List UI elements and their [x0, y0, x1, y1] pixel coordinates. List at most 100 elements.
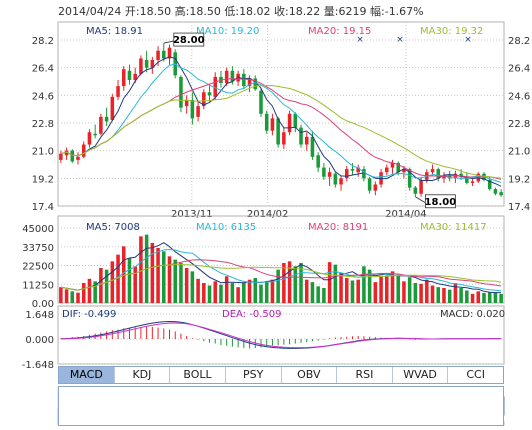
tab-rsi[interactable]: RSI — [337, 367, 393, 383]
volume-bar — [476, 291, 481, 303]
open-label: 开: — [124, 5, 140, 18]
candle-body — [253, 78, 258, 90]
price-tick-left: 24.6 — [32, 91, 54, 102]
low-value: 18.02 — [239, 5, 271, 18]
price-tick-left: 21.0 — [32, 147, 54, 158]
candle-body — [247, 78, 252, 87]
volume-bar — [116, 254, 120, 303]
candle-body — [487, 179, 492, 190]
candle-body — [133, 73, 137, 80]
ma30-line — [60, 84, 502, 179]
volume-bar — [236, 287, 240, 303]
candle-body — [402, 169, 406, 173]
volume-legend-ma20: MA20: 8191 — [308, 222, 368, 233]
candle-body — [499, 192, 503, 196]
high-label: 高: — [174, 5, 190, 18]
macd-legend-macd: MACD: 0.020 — [440, 309, 505, 320]
volume-legend-ma5: MA5: 7008 — [86, 222, 140, 233]
candle-body — [299, 127, 303, 145]
volume-tick: 22500 — [22, 262, 54, 273]
candle-body — [362, 169, 366, 179]
candle-body — [367, 178, 372, 191]
candle-body — [493, 189, 498, 194]
candle-body — [156, 50, 160, 60]
volume-tick: 45000 — [22, 224, 54, 235]
price-legend-ma30: MA30: 19.32 — [420, 26, 483, 37]
price-tick-right: 17.4 — [508, 202, 530, 213]
price-tick-left: 26.4 — [32, 64, 54, 75]
candle-body — [87, 132, 92, 145]
volume-tick: 0.00 — [32, 299, 54, 310]
volume-panel: MA5: 7008 MA10: 6135 MA20: 8191 MA30: 11417 — [59, 222, 503, 303]
tab-obv[interactable]: OBV — [282, 367, 338, 383]
volume-bar — [230, 283, 235, 303]
candle-body — [385, 167, 389, 173]
annotation-box — [173, 32, 205, 47]
volume-bar — [127, 258, 132, 303]
tab-cci[interactable]: CCI — [466, 368, 485, 381]
tab-psy[interactable]: PSY — [226, 367, 282, 383]
volume-bar — [219, 284, 223, 303]
volume-bar — [436, 287, 441, 303]
annotation-pointer — [163, 40, 174, 44]
volume-bar — [162, 251, 166, 303]
candle-body — [293, 113, 298, 128]
tab-macd[interactable]: MACD — [59, 367, 115, 383]
volume-bar — [447, 289, 452, 303]
volume-bar — [327, 262, 332, 303]
candle-body — [356, 167, 360, 173]
event-marker: × — [464, 35, 472, 45]
macd-tick: 0.000 — [25, 335, 54, 346]
volume-bar — [150, 243, 155, 303]
candle-body — [224, 70, 229, 84]
price-tick-left: 17.4 — [32, 202, 54, 213]
volume-bar — [167, 256, 172, 303]
event-marker: × — [356, 35, 364, 45]
candle-body — [419, 179, 423, 194]
volume-bar — [333, 264, 338, 303]
indicator-tabs: MACD KDJ BOLL PSY OBV RSI WVAD CCI — [58, 366, 504, 384]
volume-bar — [179, 263, 183, 303]
volume-bar — [276, 269, 280, 303]
volume-bar — [350, 280, 355, 303]
volume-bar — [247, 279, 252, 303]
volume-bar — [259, 284, 263, 303]
candle-body — [64, 150, 69, 156]
volume-bar — [156, 248, 160, 303]
time-navigator[interactable] — [58, 386, 504, 426]
price-tick-right: 24.6 — [508, 91, 530, 102]
candle-body — [447, 175, 452, 179]
volume-bar — [87, 278, 92, 303]
volume-bar — [207, 285, 212, 303]
volume-bar — [81, 283, 86, 303]
candle-body — [81, 144, 86, 157]
macd-legend-dea: DEA: -0.509 — [222, 309, 281, 320]
macd-panel: DIF: -0.499 DEA: -0.509 MACD: 0.020 — [60, 309, 505, 349]
candle-body — [459, 173, 463, 177]
candle-body — [316, 155, 320, 168]
open-value: 18.50 — [139, 5, 172, 18]
volume-bar — [224, 276, 229, 303]
macd-tick: -1.648 — [22, 360, 54, 371]
candle-body — [104, 116, 109, 122]
candle-body — [442, 175, 446, 179]
candle-body — [207, 92, 212, 96]
candle-body — [99, 116, 103, 134]
volume-bar — [99, 268, 103, 303]
price-tick-right: 21.0 — [508, 147, 530, 158]
volume-ma30-line — [60, 264, 502, 291]
candle-body — [327, 172, 332, 177]
volume-bar — [270, 279, 275, 303]
tab-wvad[interactable]: WVAD — [393, 367, 449, 383]
candle-body — [139, 58, 143, 74]
candle-body — [413, 187, 418, 194]
tab-kdj[interactable]: KDJ — [115, 367, 171, 383]
volume-tick: 33750 — [22, 243, 54, 254]
volume-bar — [413, 283, 418, 303]
candle-body — [282, 132, 286, 145]
candle-body — [76, 156, 80, 160]
volume-bar — [133, 266, 137, 303]
candle-body — [396, 162, 400, 173]
volume-bar — [299, 263, 303, 303]
tab-boll[interactable]: BOLL — [170, 367, 226, 383]
